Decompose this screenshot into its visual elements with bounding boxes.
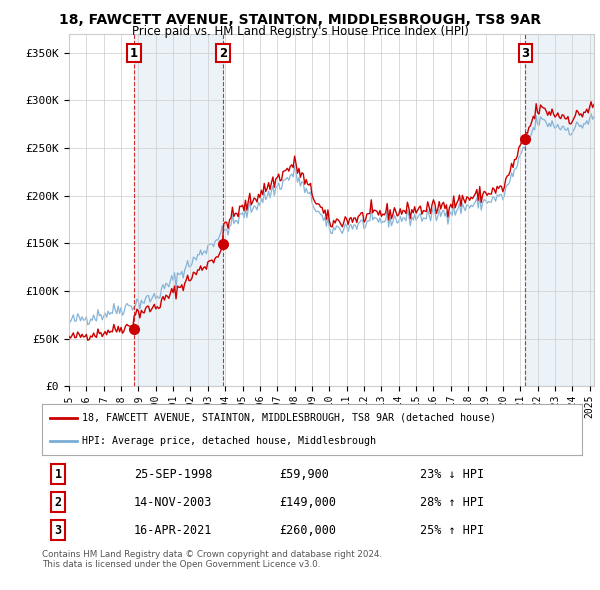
Text: 14-NOV-2003: 14-NOV-2003: [134, 496, 212, 509]
Text: £260,000: £260,000: [280, 523, 337, 536]
Text: 23% ↓ HPI: 23% ↓ HPI: [420, 468, 484, 481]
Bar: [526, 34, 594, 386]
Text: Contains HM Land Registry data © Crown copyright and database right 2024.
This d: Contains HM Land Registry data © Crown c…: [42, 550, 382, 569]
Text: 2: 2: [219, 47, 227, 60]
Text: 25% ↑ HPI: 25% ↑ HPI: [420, 523, 484, 536]
Text: 18, FAWCETT AVENUE, STAINTON, MIDDLESBROUGH, TS8 9AR: 18, FAWCETT AVENUE, STAINTON, MIDDLESBRO…: [59, 13, 541, 27]
Text: 25-SEP-1998: 25-SEP-1998: [134, 468, 212, 481]
Text: 28% ↑ HPI: 28% ↑ HPI: [420, 496, 484, 509]
Text: 1: 1: [55, 468, 62, 481]
Text: 3: 3: [55, 523, 62, 536]
Text: HPI: Average price, detached house, Middlesbrough: HPI: Average price, detached house, Midd…: [83, 437, 377, 447]
Text: 2: 2: [55, 496, 62, 509]
Text: £59,900: £59,900: [280, 468, 329, 481]
Bar: [134, 34, 223, 386]
Text: 3: 3: [521, 47, 529, 60]
Text: £149,000: £149,000: [280, 496, 337, 509]
Text: 18, FAWCETT AVENUE, STAINTON, MIDDLESBROUGH, TS8 9AR (detached house): 18, FAWCETT AVENUE, STAINTON, MIDDLESBRO…: [83, 412, 497, 422]
Text: Price paid vs. HM Land Registry's House Price Index (HPI): Price paid vs. HM Land Registry's House …: [131, 25, 469, 38]
Text: 16-APR-2021: 16-APR-2021: [134, 523, 212, 536]
Text: 1: 1: [130, 47, 138, 60]
